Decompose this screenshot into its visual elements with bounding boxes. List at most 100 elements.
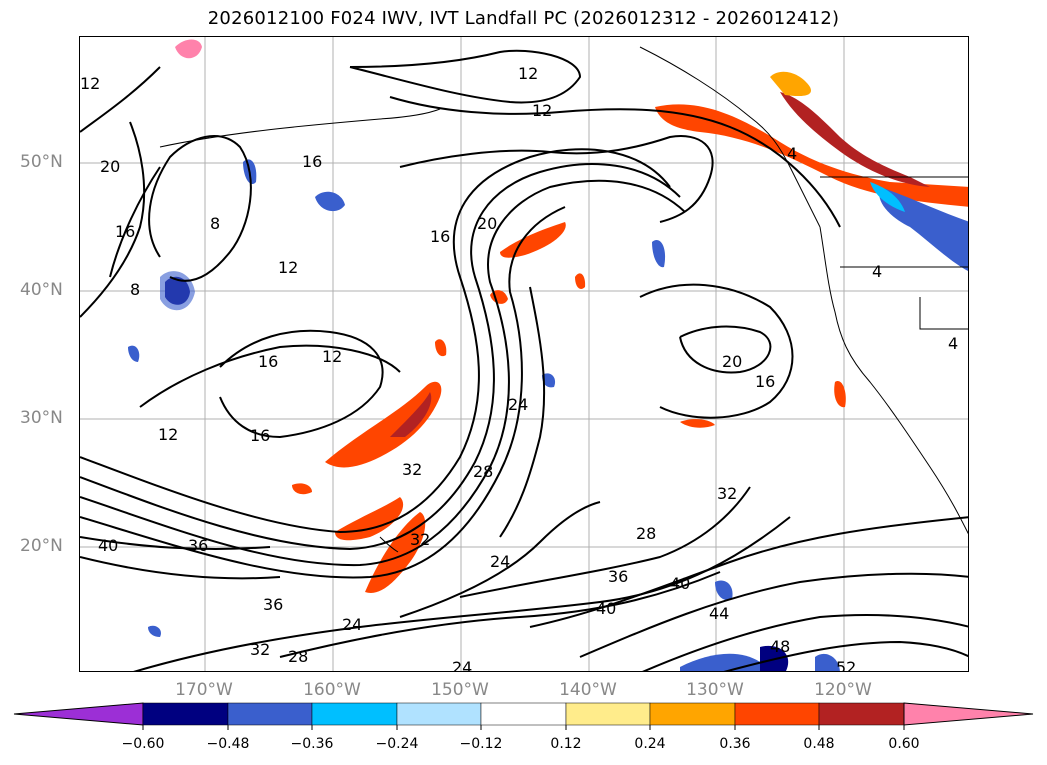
clabel-34: 20 [722,352,742,371]
clabel-19: 28 [636,524,656,543]
clabel-15: 24 [508,395,528,414]
shade-neg-nw [315,191,345,212]
lon-label-170w: 170°W [175,680,233,700]
shade-neg-s1 [680,653,760,671]
contour-44 [642,614,968,671]
clabel-7: 8 [210,214,220,233]
shade-pos-sw-ar [335,497,404,541]
contour-12-outer [80,66,841,228]
colorbar-tick-label-7: 0.24 [634,736,666,752]
colorbar-tick-label-8: 0.36 [719,736,751,752]
contour-28-2 [279,571,721,658]
clabel-32: 48 [770,637,790,656]
contour-ar-2 [80,163,681,551]
clabel-11: 12 [322,347,342,366]
lat-label-30n: 30°N [20,408,63,428]
colorbar-seg-2 [227,702,313,726]
clabel-29: 40 [670,574,690,593]
shade-pos-nw-coast-core [780,92,930,187]
clabel-20: 24 [490,552,510,571]
colorbar-seg-1 [142,702,229,726]
contour-36 [80,516,968,628]
shade-neg-small-2 [652,239,666,268]
lat-label-40n: 40°N [20,280,63,300]
colorbar-tick-label-9: 0.48 [803,736,835,752]
contour-labels: 12 12 12 20 16 20 16 8 12 8 16 12 16 12 … [80,64,958,672]
contour-ar-4 [80,206,566,579]
coastlines [159,46,968,553]
negative-shading [128,159,968,671]
clabel-3: 20 [477,214,497,233]
shade-pos-small-4 [834,381,846,408]
colorbar-ticks [142,725,905,730]
map-panel[interactable]: 12 12 12 20 16 20 16 8 12 8 16 12 16 12 … [79,36,969,672]
contour-16-band [80,121,161,318]
clabel-28: 36 [608,567,628,586]
shade-neg-small-5 [128,345,140,362]
clabel-24: 32 [250,640,270,659]
hawaii [379,536,399,553]
map-canvas: 12 12 12 20 16 20 16 8 12 8 16 12 16 12 … [80,37,968,672]
clabel-13: 12 [158,425,178,444]
clabel-26: 32 [717,484,737,503]
clabel-1: 12 [532,101,552,120]
colorbar-tick-label-5: −0.12 [459,736,503,752]
clabel-10: 16 [258,352,278,371]
colorbar-tick-label-2: −0.48 [206,736,250,752]
coast-alaska-bc [639,46,821,228]
contour-16-east [639,283,794,419]
contour-48 [723,640,968,671]
colorbar-tick-label-4: −0.24 [375,736,419,752]
coast-islands-arc [159,108,441,148]
shade-pos-small-5 [175,39,202,59]
clabel-27: 24 [342,615,362,634]
shade-neg-ne-edge [870,182,905,212]
clabel-12: 16 [250,426,270,445]
clabel-33: 52 [836,658,856,672]
clabel-21: 36 [188,536,208,555]
clabel-17: 28 [473,462,493,481]
clabel-14: 16 [302,152,322,171]
positive-shading [175,39,968,593]
clabel-31: 44 [709,604,729,623]
iwv-contours [80,49,968,671]
lon-label-150w: 150°W [431,680,489,700]
clabel-8: 12 [278,258,298,277]
colorbar-seg-4 [396,702,482,726]
shade-pos-central-ar [325,381,442,468]
shade-pos-small-2 [575,273,586,289]
clabel-36: 4 [787,144,797,163]
clabel-25: 28 [288,647,308,666]
contour-ar-3 [80,179,686,567]
clabel-37: 4 [872,262,882,281]
contour-16-mid [219,329,384,439]
colorbar-extend-left [13,702,144,726]
clabel-5: 20 [100,157,120,176]
colorbar-tick-label-3: −0.36 [290,736,334,752]
clabel-23: 36 [263,595,283,614]
colorbar-seg-5 [480,702,567,726]
lon-label-140w: 140°W [559,680,617,700]
contour-12-mid [139,344,401,408]
lon-label-130w: 130°W [686,680,744,700]
coast-west-us [819,226,968,535]
lat-label-20n: 20°N [20,536,63,556]
contour-20-ring [399,135,714,223]
clabel-18: 32 [410,530,430,549]
shade-neg-small-6 [148,625,161,637]
clabel-35: 16 [755,372,775,391]
colorbar-seg-6 [565,702,651,726]
lon-label-120w: 120°W [814,680,872,700]
shade-neg-w-edge [160,271,195,311]
shade-neg-small-3 [715,580,733,601]
shade-pos-small-3 [680,419,715,428]
shade-pos-nw-coast [655,104,968,207]
clabel-38: 4 [948,334,958,353]
clabel-4: 16 [430,227,450,246]
colorbar [13,702,1034,730]
clabel-39: 24 [452,658,472,672]
colorbar-seg-8 [734,702,820,726]
state-border-3 [919,297,968,330]
clabel-30: 40 [596,599,616,618]
contour-40 [80,556,968,658]
